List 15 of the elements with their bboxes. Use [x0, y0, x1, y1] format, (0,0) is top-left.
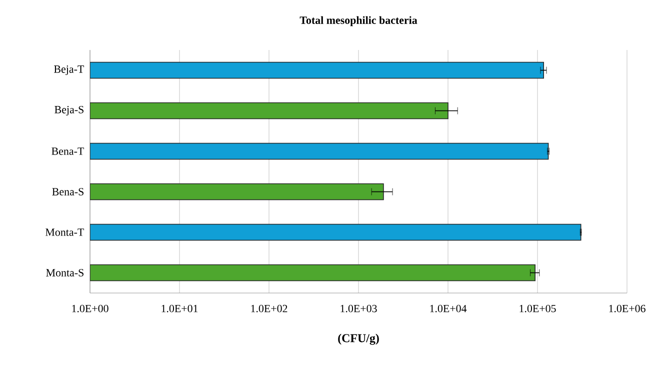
x-tick-label: 1.0E+04 [430, 304, 467, 312]
x-tick-label: 1.0E+03 [340, 304, 377, 312]
x-tick-label: 1.0E+02 [251, 304, 288, 312]
y-tick-label: Bena-S [52, 188, 84, 196]
y-tick-label: Monta-S [46, 269, 84, 276]
chart-title: Total mesophilic bacteria [300, 16, 418, 26]
x-tick-label: 1.0E+00 [72, 304, 108, 312]
y-tick-label: Beja-S [54, 106, 84, 116]
y-tick-label: Beja-T [54, 65, 84, 76]
x-tick-label: 1.0E+05 [520, 304, 556, 312]
x-axis-title: (CFU/g) [338, 334, 379, 345]
x-tick-label: 1.0E+06 [609, 304, 646, 312]
y-tick-label: Monta-T [46, 228, 84, 236]
x-tick-label: 1.0E+01 [162, 304, 198, 312]
y-tick-label: Bena-T [52, 148, 84, 155]
